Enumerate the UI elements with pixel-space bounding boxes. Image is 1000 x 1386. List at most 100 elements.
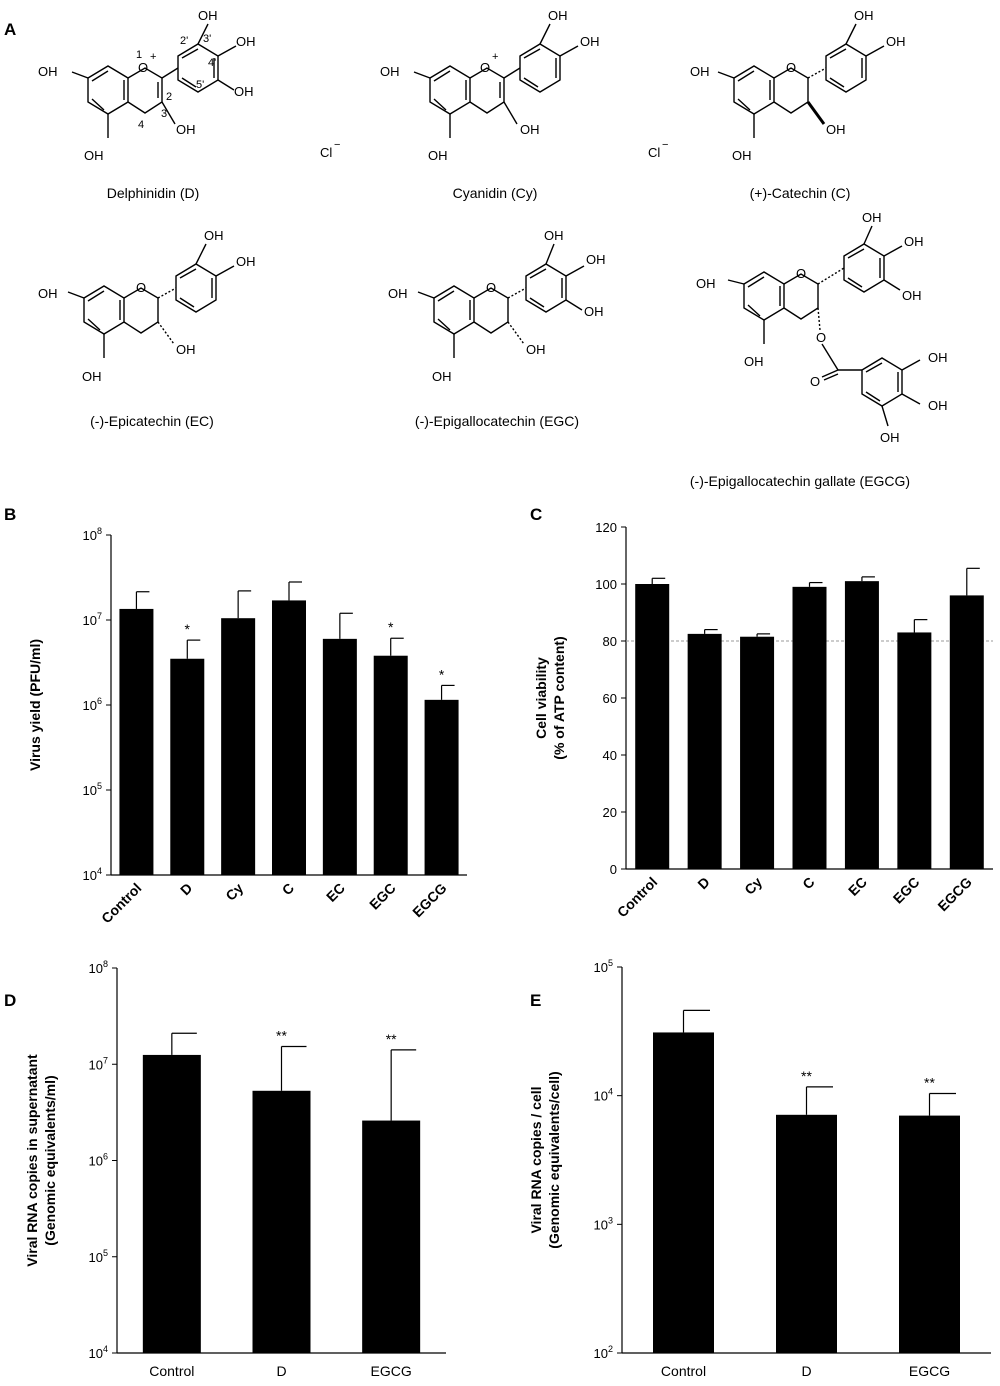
compound-name: (+)-Catechin (C)	[750, 185, 851, 201]
bar	[170, 658, 205, 875]
oh-label: OH	[902, 288, 922, 303]
oh-label: OH	[388, 286, 408, 301]
panel-e-chart: E 102 103 104 105 Control ** D ** EGCG Viral RNA c…	[528, 958, 991, 1379]
position-label: 4'	[208, 57, 216, 69]
panel-c-chart: C 0 20 40 60 80 100 120 Control D Cy C EC EGC EGCG Cell…	[530, 505, 993, 920]
oh-label: OH	[826, 122, 846, 137]
structure-catechin: OH O OH OH OH OH (+)-Catechin (C)	[690, 8, 906, 201]
oh-label: OH	[862, 210, 882, 225]
o-label: O	[816, 330, 826, 345]
y-axis-title-line2: (Genomic equivalents/cell)	[546, 1071, 562, 1248]
significance-mark: *	[439, 666, 445, 682]
bar	[653, 1032, 714, 1353]
y-tick-label: 120	[595, 520, 617, 535]
o-label: O	[786, 60, 796, 75]
oh-label: OH	[544, 228, 564, 243]
position-label: 2'	[180, 35, 188, 47]
oh-label: OH	[928, 398, 948, 413]
significance-mark: **	[924, 1074, 935, 1090]
panel-letter: E	[530, 991, 541, 1010]
panel-letter: C	[530, 505, 542, 524]
oh-label: OH	[690, 64, 710, 79]
y-tick-label: 105	[89, 1248, 108, 1265]
oh-label: OH	[204, 228, 224, 243]
bar	[844, 581, 879, 869]
oh-label: OH	[428, 148, 448, 163]
oh-label: OH	[580, 34, 600, 49]
x-tick-label: EGCG	[934, 874, 975, 915]
oh-label: OH	[526, 342, 546, 357]
y-axis-title-line2: (% of ATP content)	[551, 636, 567, 759]
oh-label: OH	[548, 8, 568, 23]
panel-b-chart: B 104 105 106 107 108 Control * D Cy C EC * EGC * EGCG V…	[4, 505, 467, 926]
bar	[687, 633, 722, 869]
oh-label: OH	[732, 148, 752, 163]
structure-cyanidin: OH O + OH OH OH OH Cyanidin (Cy)	[380, 8, 600, 201]
oh-label: OH	[176, 342, 196, 357]
y-tick-label: 103	[594, 1215, 613, 1232]
y-tick-label: 107	[89, 1055, 108, 1072]
significance-mark: **	[276, 1027, 287, 1043]
compound-name: Delphinidin (D)	[107, 185, 200, 201]
bar	[792, 586, 827, 869]
x-tick-label: Control	[661, 1363, 706, 1379]
oh-label: OH	[234, 84, 254, 99]
oh-label: OH	[880, 430, 900, 445]
o-label: O	[486, 280, 496, 295]
y-tick-label: 106	[83, 696, 102, 713]
oh-label: OH	[84, 148, 104, 163]
oh-label: OH	[236, 254, 256, 269]
y-axis-title: Cell viability	[533, 657, 549, 739]
x-tick-label: EC	[323, 880, 348, 905]
bar	[362, 1120, 421, 1353]
oh-label: OH	[586, 252, 606, 267]
oh-label: OH	[82, 369, 102, 384]
y-axis-title: Viral RNA copies in supernatant	[24, 1054, 40, 1267]
bar	[635, 584, 670, 869]
y-tick-label: 100	[595, 577, 617, 592]
oh-label: OH	[198, 8, 218, 23]
o-label: O	[796, 266, 806, 281]
oh-label: OH	[584, 304, 604, 319]
oh-label: OH	[38, 64, 58, 79]
y-tick-label: 104	[89, 1344, 108, 1361]
y-tick-label: 105	[594, 958, 613, 975]
bar	[119, 608, 154, 875]
counter-ion: Cl	[648, 145, 660, 160]
plus-sign: +	[492, 51, 498, 63]
oh-label: OH	[696, 276, 716, 291]
x-tick-label: EGCG	[409, 880, 450, 921]
y-tick-label: 20	[603, 805, 617, 820]
bar	[424, 699, 459, 875]
o-plus-label: O	[480, 60, 490, 75]
x-tick-label: D	[177, 880, 195, 898]
x-tick-label: EC	[845, 874, 870, 899]
y-tick-label: 104	[594, 1087, 613, 1104]
compound-name: Cyanidin (Cy)	[453, 185, 538, 201]
y-tick-label: 106	[89, 1152, 108, 1169]
o-label: O	[136, 280, 146, 295]
x-tick-label: Control	[98, 880, 145, 927]
y-axis-title-line2: (Genomic equivalents/ml)	[42, 1075, 58, 1245]
x-tick-label: C	[279, 880, 297, 898]
x-tick-label: D	[801, 1363, 811, 1379]
y-axis-title: Viral RNA copies / cell	[528, 1086, 544, 1233]
counter-ion: Cl	[320, 145, 332, 160]
x-tick-label: Cy	[741, 874, 765, 898]
oh-label: OH	[380, 64, 400, 79]
counter-ion-charge: −	[662, 139, 668, 151]
x-tick-label: EGC	[366, 880, 399, 913]
panel-letter-a: A	[4, 20, 16, 39]
compound-name: (-)-Epigallocatechin gallate (EGCG)	[690, 473, 910, 489]
bar	[272, 600, 306, 875]
bar	[899, 1115, 960, 1353]
significance-mark: **	[386, 1031, 397, 1047]
structure-epicatechin: OH O OH OH OH OH (-)-Epicatechin (EC)	[38, 228, 256, 429]
bar	[221, 618, 256, 875]
compound-name: (-)-Epigallocatechin (EGC)	[415, 413, 579, 429]
oh-label: OH	[432, 369, 452, 384]
position-label: 1	[136, 49, 142, 61]
bar	[776, 1114, 837, 1353]
position-label: 4	[138, 119, 144, 131]
